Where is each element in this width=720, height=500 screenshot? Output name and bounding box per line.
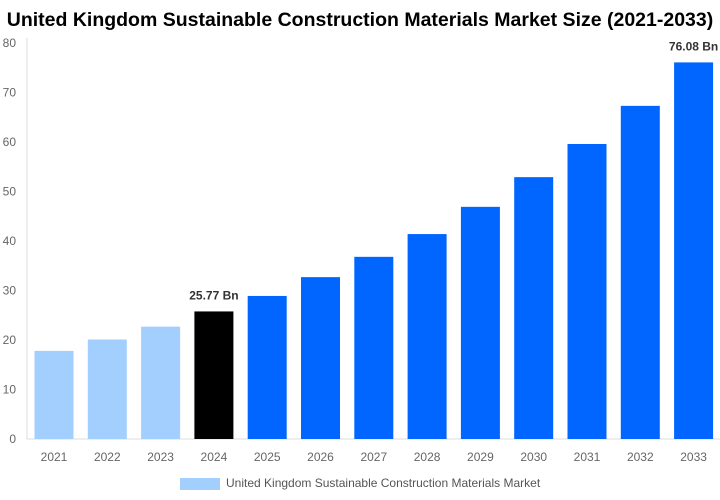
- bar-2025: [247, 295, 287, 439]
- y-tick-label: 0: [9, 432, 16, 446]
- y-tick-label: 80: [3, 36, 17, 50]
- legend-label: United Kingdom Sustainable Construction …: [226, 476, 541, 490]
- y-tick-label: 10: [3, 383, 17, 397]
- x-tick-label: 2028: [414, 450, 441, 464]
- bar-2022: [87, 339, 127, 439]
- bar-2030: [514, 177, 554, 439]
- bar-2023: [141, 326, 181, 439]
- y-tick-label: 20: [3, 333, 17, 347]
- bar-2026: [301, 277, 340, 439]
- bar-2029: [460, 206, 500, 439]
- y-tick-label: 40: [3, 234, 17, 248]
- data-label: 76.08 Bn: [669, 39, 718, 53]
- y-tick-label: 50: [3, 185, 17, 199]
- x-tick-label: 2032: [627, 450, 654, 464]
- bar-2033: [674, 62, 714, 440]
- bar-2032: [620, 105, 660, 440]
- x-tick-label: 2029: [467, 450, 494, 464]
- x-tick-label: 2024: [201, 450, 228, 464]
- x-tick-label: 2033: [680, 450, 707, 464]
- x-tick-label: 2021: [41, 450, 68, 464]
- chart-title: United Kingdom Sustainable Construction …: [6, 9, 714, 31]
- y-tick-label: 70: [3, 86, 17, 100]
- bar-2027: [354, 256, 394, 439]
- y-tick-label: 30: [3, 284, 17, 298]
- bar-2028: [407, 234, 447, 439]
- x-tick-label: 2022: [94, 450, 121, 464]
- bar-2021: [34, 350, 74, 439]
- bar-2024: [194, 311, 234, 439]
- y-tick-label: 60: [3, 135, 17, 149]
- x-tick-label: 2023: [147, 450, 174, 464]
- x-tick-label: 2030: [520, 450, 547, 464]
- x-tick-label: 2025: [254, 450, 281, 464]
- data-label: 25.77 Bn: [189, 288, 238, 302]
- x-tick-label: 2026: [307, 450, 334, 464]
- x-tick-label: 2027: [360, 450, 387, 464]
- bar-2031: [567, 143, 607, 440]
- x-tick-label: 2031: [574, 450, 601, 464]
- legend-swatch: [180, 478, 220, 490]
